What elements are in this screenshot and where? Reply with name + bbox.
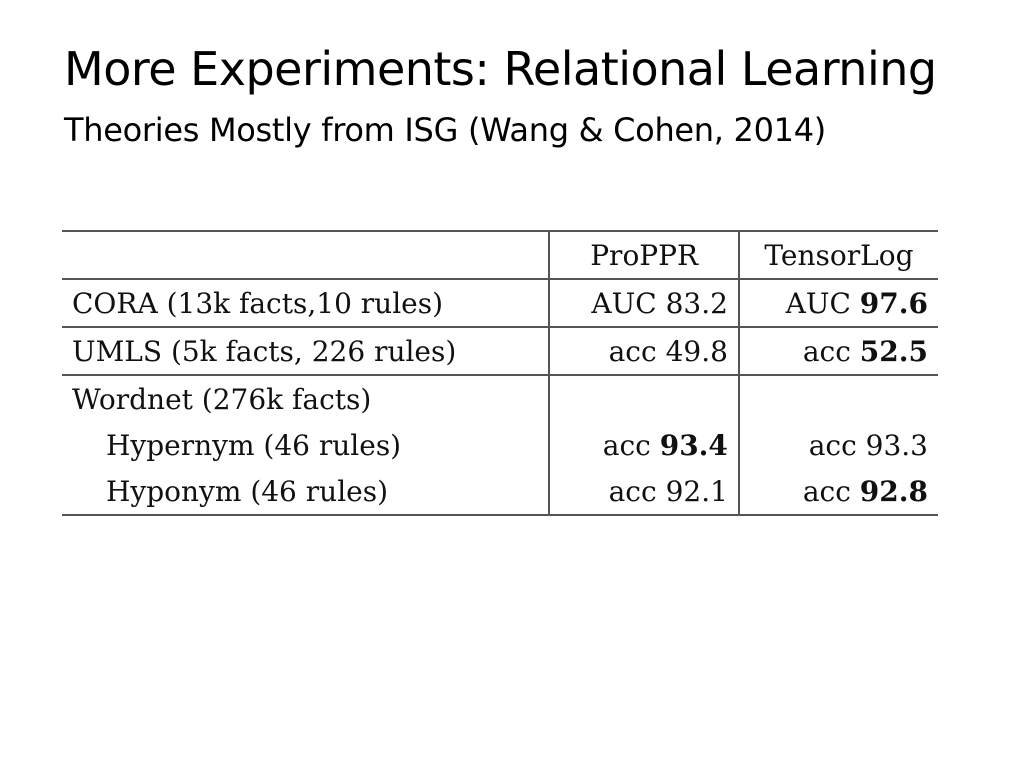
metric-prefix: AUC (591, 286, 657, 320)
proppr-cell: AUC 83.2 (548, 279, 739, 327)
metric-prefix: acc (808, 428, 857, 462)
slide-title: More Experiments: Relational Learning (64, 42, 937, 96)
tensorlog-cell: acc 52.5 (737, 327, 938, 375)
row-label: Hyponym (46 rules) (106, 474, 389, 508)
metric-value: 92.8 (859, 474, 928, 508)
slide-subtitle: Theories Mostly from ISG (Wang & Cohen, … (64, 111, 826, 149)
metric-value: 97.6 (859, 286, 928, 320)
metric-prefix: AUC (785, 286, 851, 320)
results-table: ProPPR TensorLog CORA (13k facts,10 rule… (62, 230, 938, 516)
table-header-row: ProPPR TensorLog (62, 231, 938, 279)
metric-value: 52.5 (859, 334, 928, 368)
metric-value: 93.4 (659, 428, 728, 462)
row-label: CORA (13k facts,10 rules) (72, 286, 444, 320)
metric-prefix: acc (602, 428, 651, 462)
table-row: CORA (13k facts,10 rules) AUC 83.2 AUC 9… (62, 279, 938, 327)
table-row: Wordnet (276k facts) (62, 375, 938, 422)
metric-prefix: acc (802, 474, 851, 508)
tensorlog-cell: acc 93.3 (737, 422, 938, 468)
tensorlog-cell: AUC 97.6 (737, 279, 938, 327)
metric-value: 93.3 (865, 428, 928, 462)
proppr-cell: acc 93.4 (548, 422, 739, 468)
row-label: Wordnet (276k facts) (72, 382, 372, 416)
proppr-cell: acc 92.1 (548, 468, 739, 515)
table-row: Hyponym (46 rules) acc 92.1 acc 92.8 (62, 468, 938, 515)
tensorlog-cell: acc 92.8 (737, 468, 938, 515)
row-label: Hypernym (46 rules) (106, 428, 402, 462)
header-cell-empty (62, 231, 549, 279)
table-row: UMLS (5k facts, 226 rules) acc 49.8 acc … (62, 327, 938, 375)
metric-prefix: acc (608, 334, 657, 368)
tensorlog-cell (737, 375, 938, 422)
metric-value: 83.2 (665, 286, 728, 320)
proppr-cell: acc 49.8 (548, 327, 739, 375)
proppr-cell (548, 375, 739, 422)
metric-prefix: acc (608, 474, 657, 508)
header-cell-tensorlog: TensorLog (737, 231, 938, 279)
header-cell-proppr: ProPPR (548, 231, 739, 279)
metric-value: 92.1 (665, 474, 728, 508)
row-label: UMLS (5k facts, 226 rules) (72, 334, 457, 368)
metric-value: 49.8 (665, 334, 728, 368)
table-row: Hypernym (46 rules) acc 93.4 acc 93.3 (62, 422, 938, 468)
metric-prefix: acc (802, 334, 851, 368)
